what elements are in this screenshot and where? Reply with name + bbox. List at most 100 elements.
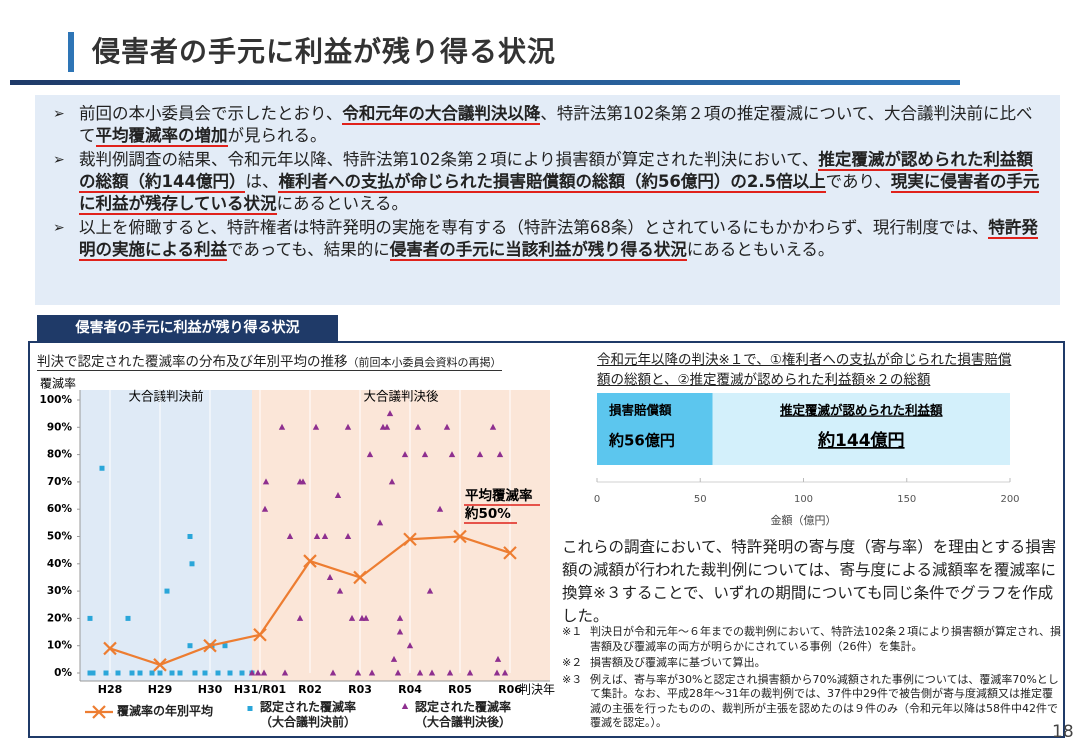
header-rule: [10, 80, 960, 85]
x-tick-label: R02: [298, 683, 322, 696]
y-tick-label: 0%: [54, 667, 72, 679]
legend-marker: [401, 703, 409, 709]
point: [436, 505, 444, 512]
point: [222, 643, 228, 649]
point: [149, 670, 155, 676]
point: [125, 615, 131, 621]
x-tick-label: 50: [694, 494, 707, 505]
x-tick-label: H31/R01: [234, 683, 286, 696]
section-frame: [28, 341, 1065, 738]
footnote-text: 損害額及び覆滅率に基づいて算出。: [590, 656, 766, 669]
emphasis-text: 侵害者の手元に当該利益が残り得る状況: [389, 240, 687, 261]
legend-marker: [247, 706, 253, 711]
point: [157, 670, 163, 676]
footnote-mark: ※２: [562, 656, 583, 669]
bullet-text: 裁判例調査の結果、令和元年以降、特許法第102条第２項により損害額が算定された判…: [79, 150, 819, 169]
point: [368, 669, 376, 676]
point: [115, 670, 121, 676]
y-tick-label: 80%: [47, 449, 73, 461]
point: [99, 465, 105, 471]
point: [466, 669, 474, 676]
point: [476, 451, 484, 458]
y-tick-label: 50%: [47, 531, 73, 543]
y-tick-label: 100%: [40, 394, 73, 406]
point: [443, 423, 451, 430]
point: [501, 669, 509, 676]
y-axis-label: 覆滅率: [40, 377, 76, 391]
bullet-text: であり、: [825, 172, 891, 191]
point: [169, 670, 175, 676]
footnote-mark: ※３: [562, 672, 583, 686]
bullet: 前回の本小委員会で示したとおり、令和元年の大合議判決以降、特許法第102条第２項…: [49, 103, 1046, 147]
point: [278, 423, 286, 430]
footnote: ※２ 損害額及び覆滅率に基づいて算出。: [562, 656, 1062, 671]
footnotes: ※１ 判決日が令和元年～６年までの裁判例において、特許法102条２項により損害額が…: [562, 625, 1062, 733]
point: [321, 533, 329, 539]
x-tick-label: H28: [98, 683, 123, 696]
legend-entry: 認定された覆滅率 （大合議判決後）: [415, 700, 512, 729]
bullet-text: にあるといえる。: [276, 194, 409, 213]
bullet-text: 、特許法第102条第２項の推定覆滅について、大合議判決前に比べて: [79, 104, 1033, 145]
region-label: 大合議判決後: [363, 389, 439, 404]
x-axis-label: 判決年: [519, 683, 555, 697]
point: [493, 669, 501, 676]
point: [448, 451, 456, 458]
x-tick-label: H29: [148, 683, 173, 696]
section-label: 侵害者の手元に利益が残り得る状況: [37, 315, 338, 341]
point: [215, 670, 221, 676]
x-tick-label: R03: [348, 683, 372, 696]
point: [164, 588, 170, 594]
point: [362, 614, 370, 621]
point: [329, 669, 337, 676]
point: [383, 423, 391, 430]
point: [299, 478, 307, 485]
emphasis-text: 権利者への支払が命じられた損害賠償額の総額（約56億円）の2.5倍以上: [278, 172, 826, 193]
average-marker: [253, 628, 267, 642]
point: [239, 670, 245, 676]
legend-marker: [92, 705, 106, 719]
point: [496, 451, 504, 458]
point: [428, 669, 436, 676]
point: [489, 423, 497, 430]
value-label: 約144億円: [817, 430, 905, 451]
point: [90, 670, 96, 676]
y-tick-label: 20%: [47, 612, 73, 624]
footnote-text: 例えば、寄与率が30%と認定され損害額から70%減額された事例については、覆滅率…: [590, 672, 1059, 730]
bullet-text: であっても、結果的に: [227, 240, 390, 259]
point: [446, 669, 454, 676]
chart-title-text: 判決で認定された覆滅率の分布及び年別平均の推移: [37, 354, 348, 370]
point: [390, 655, 398, 662]
point: [414, 423, 422, 430]
point: [416, 669, 424, 676]
point: [187, 534, 193, 539]
point: [494, 655, 502, 662]
point: [177, 670, 183, 676]
point: [192, 670, 198, 676]
emphasis-text: 推定覆滅が認められた利益額の総額（約144億円）: [79, 150, 1033, 193]
point: [187, 643, 193, 649]
bullet: 裁判例調査の結果、令和元年以降、特許法第102条第２項により損害額が算定された判…: [49, 149, 1046, 215]
point: [129, 670, 135, 676]
point: [344, 423, 352, 430]
bullet-box: 前回の本小委員会で示したとおり、令和元年の大合議判決以降、特許法第102条第２項…: [35, 95, 1060, 305]
footnote-mark: ※１: [562, 625, 583, 638]
page-number: 18: [1052, 722, 1074, 742]
bar-series-name: 推定覆滅が認められた利益額: [780, 403, 943, 418]
footnote: ※３ 例えば、寄与率が30%と認定され損害額から70%減額された事例については、覆…: [562, 673, 1062, 731]
title: 侵害者の手元に利益が残り得る状況: [92, 35, 557, 68]
point: [312, 423, 320, 430]
y-tick-label: 10%: [47, 640, 73, 652]
point: [260, 669, 268, 676]
bullet-text: が見られる。: [227, 126, 327, 145]
chart-title: 判決で認定された覆滅率の分布及び年別平均の推移（前回本小委員会資料の再掲）: [37, 350, 502, 371]
point: [286, 533, 294, 539]
point: [87, 670, 93, 676]
y-tick-label: 70%: [47, 476, 73, 488]
x-tick-label: R06: [498, 683, 522, 696]
point: [388, 478, 396, 485]
point: [348, 614, 356, 621]
point: [326, 573, 334, 580]
value-label: 約56億円: [608, 432, 675, 450]
y-tick-label: 40%: [47, 558, 73, 570]
